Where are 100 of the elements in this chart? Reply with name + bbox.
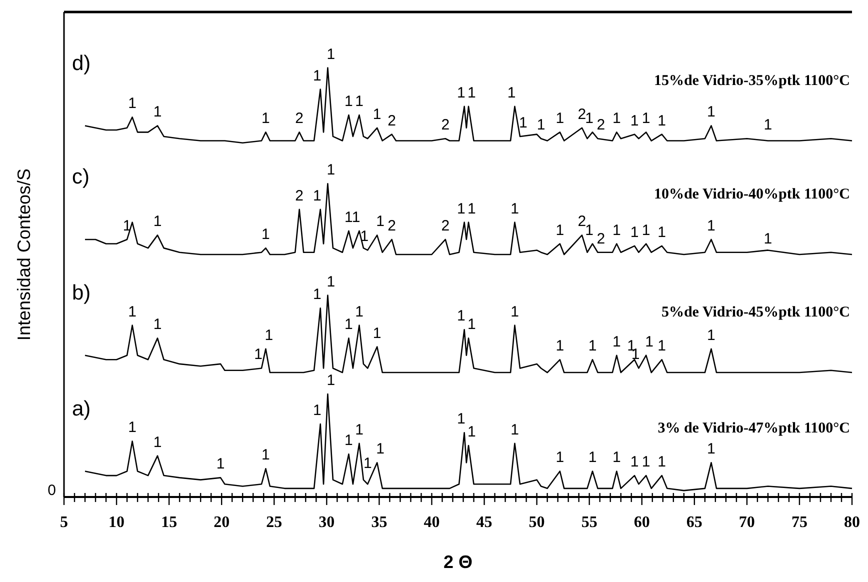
annotation: 1 — [585, 222, 594, 239]
annotation: 1 — [642, 110, 650, 128]
annotation: 1 — [764, 230, 772, 248]
x-tick-label: 80 — [844, 514, 860, 531]
annotation: 1 — [344, 316, 353, 334]
annotation: 1 — [153, 213, 162, 230]
annotation: 1 — [153, 104, 162, 121]
annotation: 1 — [313, 286, 322, 304]
x-tick-label: 60 — [634, 514, 650, 531]
annotation: 1 — [658, 338, 666, 355]
annotation: 2 — [578, 213, 586, 230]
x-tick-label: 50 — [528, 514, 545, 531]
annotation: 1 — [456, 410, 466, 428]
annotation: 1 — [344, 208, 353, 226]
y-axis-title: Intensidad Conteos/S — [14, 168, 34, 341]
annotation: 1 — [456, 200, 466, 218]
annotation: 2 — [295, 187, 304, 204]
annotation: 1 — [326, 372, 336, 389]
annotation: 1 — [612, 222, 621, 239]
annotation: 2 — [441, 116, 450, 134]
annotation: d) — [72, 52, 91, 75]
annotation: 1 — [468, 84, 476, 102]
x-axis-title: 2 Θ — [443, 552, 473, 572]
x-tick-label: 75 — [791, 514, 808, 531]
annotation: 2 — [596, 116, 606, 134]
annotation: 1 — [360, 228, 369, 246]
text: 5%de Vidrio-45%ptk 1100°C — [661, 304, 850, 321]
annotation: 1 — [707, 217, 716, 234]
x-tick-label: 40 — [424, 514, 440, 531]
annotation: 1 — [510, 303, 519, 320]
annotation: 1 — [556, 338, 564, 355]
text: 15%de Vidrio-35%ptk 1100°C — [654, 72, 850, 89]
x-tick-label: 5 — [60, 514, 68, 531]
annotation: 1 — [376, 213, 384, 230]
annotation: 1 — [642, 222, 650, 239]
annotation: 1 — [468, 316, 476, 334]
text: 3% de Vidrio-47%ptk 1100°C — [658, 420, 850, 437]
annotation: 1 — [216, 456, 225, 473]
annotation: 1 — [313, 67, 322, 84]
annotation: 1 — [326, 46, 336, 63]
annotation: 1 — [254, 346, 263, 364]
annotation: 1 — [355, 93, 364, 110]
annotation: 1 — [262, 446, 270, 464]
annotation: 1 — [262, 110, 270, 128]
annotation: 1 — [645, 333, 654, 350]
annotation: 1 — [658, 224, 666, 241]
annotation: a) — [72, 397, 91, 420]
annotation: 1 — [313, 402, 322, 420]
annotation: 1 — [468, 200, 476, 218]
annotation: 1 — [556, 222, 564, 239]
annotation: 1 — [128, 95, 136, 112]
annotation: 1 — [344, 93, 353, 110]
annotation: 1 — [510, 200, 519, 218]
x-tick-label: 45 — [476, 514, 492, 531]
annotation: 1 — [588, 449, 597, 466]
annotation: 1 — [326, 162, 336, 179]
annotation: 1 — [510, 421, 519, 438]
annotation: 1 — [344, 432, 353, 450]
x-tick-label: 10 — [108, 514, 125, 531]
x-tick-label: 65 — [686, 514, 702, 531]
annotation: 2 — [441, 217, 450, 234]
annotation: 1 — [642, 454, 650, 471]
annotation: 1 — [264, 326, 274, 344]
annotation: 1 — [556, 449, 564, 466]
x-tick-label: 55 — [581, 514, 598, 531]
annotation: 1 — [456, 84, 466, 102]
annotation: 1 — [707, 326, 716, 344]
annotation: 1 — [355, 303, 364, 320]
text: 10%de Vidrio-40%ptk 1100°C — [654, 186, 850, 203]
annotation: 1 — [355, 421, 364, 438]
x-tick-label: 35 — [371, 514, 388, 531]
annotation: 1 — [707, 104, 716, 121]
x-tick-label: 30 — [318, 514, 335, 531]
text: 0 — [48, 482, 56, 499]
annotation: 1 — [612, 449, 621, 466]
annotation: 1 — [658, 112, 666, 130]
x-tick-label: 70 — [738, 514, 755, 531]
annotation: 2 — [388, 112, 396, 130]
annotation: 2 — [596, 230, 606, 248]
annotation: 1 — [376, 440, 384, 458]
annotation: 1 — [153, 434, 162, 451]
annotation: 1 — [456, 308, 466, 325]
annotation: 1 — [128, 303, 136, 320]
x-tick-label: 15 — [161, 514, 178, 531]
annotation: 1 — [630, 112, 639, 130]
annotation: 1 — [585, 110, 594, 128]
annotation: 1 — [556, 110, 564, 128]
annotation: 1 — [153, 316, 162, 334]
x-tick-label: 20 — [214, 514, 230, 531]
annotation: 2 — [388, 217, 396, 234]
annotation: 1 — [262, 226, 270, 244]
annotation: 2 — [578, 106, 586, 123]
annotation: 1 — [122, 217, 132, 234]
annotation: 1 — [536, 116, 546, 134]
annotation: 1 — [588, 338, 597, 355]
annotation: 1 — [507, 84, 516, 102]
annotation: 1 — [630, 454, 639, 471]
annotation: 1 — [764, 116, 772, 134]
annotation: 1 — [707, 440, 716, 458]
annotation: 1 — [518, 114, 528, 132]
